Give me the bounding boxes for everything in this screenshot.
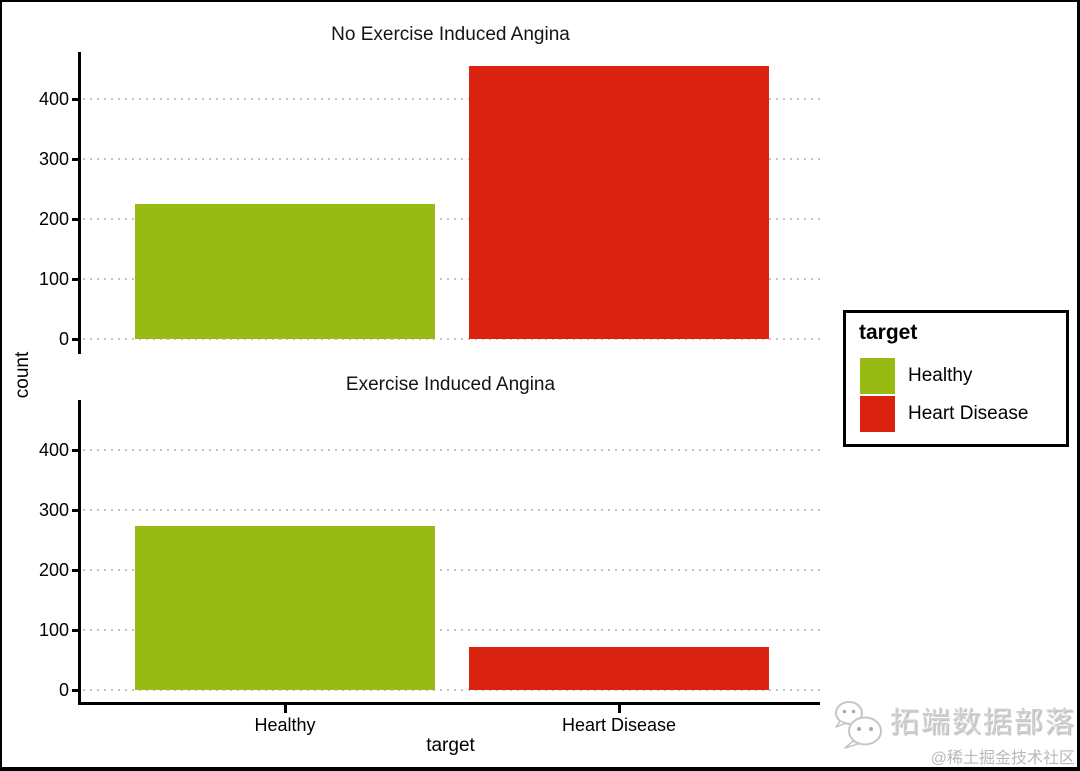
y-tick-label-300: 300 (38, 500, 69, 520)
y-tick-label-400: 400 (38, 89, 69, 109)
legend: target Healthy Heart Disease (843, 310, 1069, 447)
gridline-300 (83, 158, 820, 160)
panel-exercise: 0 100 200 300 400 (39, 400, 820, 705)
legend-title: target (859, 321, 918, 344)
x-tick-heart-disease (617, 705, 621, 713)
y-tick-label-100: 100 (38, 620, 69, 640)
facet-title-exercise: Exercise Induced Angina (345, 374, 556, 395)
bar-healthy (135, 204, 435, 339)
y-tick-300 (72, 158, 81, 161)
y-tick-200 (72, 569, 81, 572)
x-axis: Healthy Heart Disease (78, 702, 820, 762)
x-tick-label-healthy: Healthy (254, 715, 316, 735)
y-tick-label-200: 200 (38, 209, 69, 229)
x-tick-label-heart-disease: Heart Disease (561, 715, 677, 735)
gridline-0 (83, 689, 820, 691)
watermark: 拓端数据部落 @稀土掘金技术社区 (826, 694, 1077, 767)
panel-no-exercise: 0 100 200 300 400 (39, 52, 820, 354)
gridline-100 (83, 278, 820, 280)
x-axis-line (78, 702, 820, 705)
bar-healthy (135, 525, 435, 690)
gridline-0 (83, 338, 820, 340)
legend-swatch-heart-disease (860, 396, 895, 432)
gridline-400 (83, 449, 820, 451)
y-tick-label-200: 200 (38, 560, 69, 580)
bar-heart-disease (469, 66, 769, 339)
gridline-200 (83, 569, 820, 571)
y-tick-label-0: 0 (58, 329, 69, 349)
x-tick-healthy (283, 705, 287, 713)
legend-swatch-healthy (860, 358, 895, 394)
y-tick-400 (72, 449, 81, 452)
y-tick-label-0: 0 (58, 680, 69, 700)
y-tick-400 (72, 98, 81, 101)
y-tick-0 (72, 338, 81, 341)
y-tick-100 (72, 629, 81, 632)
gridline-300 (83, 509, 820, 511)
gridline-200 (83, 218, 820, 220)
bar-heart-disease (469, 647, 769, 690)
gridline-400 (83, 98, 820, 100)
y-tick-label-400: 400 (38, 440, 69, 460)
watermark-community: @稀土掘金技术社区 (930, 750, 1075, 767)
y-tick-label-100: 100 (38, 269, 69, 289)
y-tick-label-300: 300 (38, 149, 69, 169)
y-tick-0 (72, 689, 81, 692)
watermark-brand: 拓端数据部落 (890, 707, 1077, 739)
y-tick-200 (72, 218, 81, 221)
facet-title-no-exercise: No Exercise Induced Angina (331, 24, 570, 45)
legend-label-healthy: Healthy (908, 365, 973, 386)
y-axis-title: count (12, 351, 33, 399)
y-tick-300 (72, 509, 81, 512)
wechat-icon (835, 701, 882, 749)
y-tick-100 (72, 278, 81, 281)
gridline-100 (83, 629, 820, 631)
x-axis-title: target (426, 735, 475, 756)
legend-label-heart-disease: Heart Disease (908, 403, 1029, 424)
